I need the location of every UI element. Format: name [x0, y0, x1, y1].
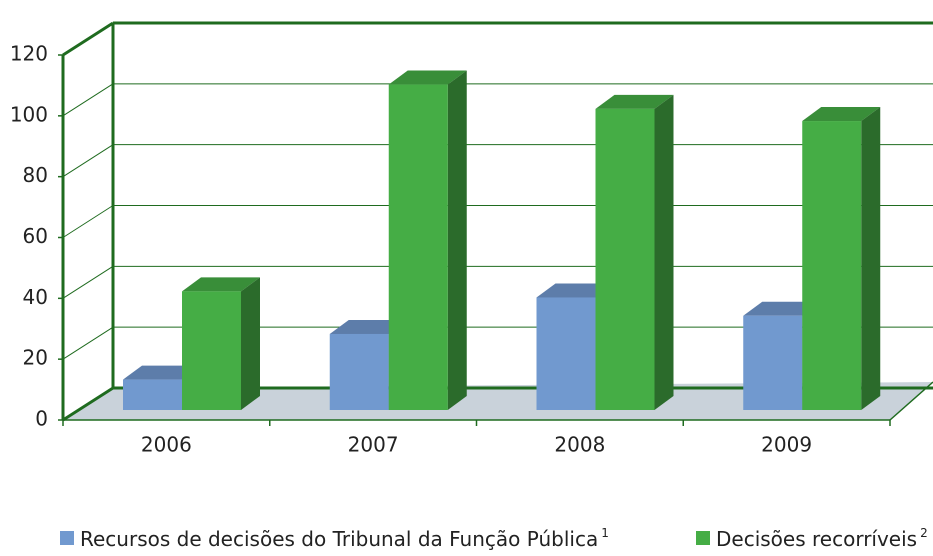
legend-note: 2 — [920, 526, 928, 540]
legend-label: Decisões recorríveis 2 — [716, 526, 928, 551]
legend-text: Decisões recorríveis — [716, 527, 917, 551]
y-tick-label: 60 — [23, 224, 48, 248]
bar-front — [536, 297, 596, 410]
grid-line — [62, 83, 114, 117]
bar-front — [123, 379, 182, 410]
legend-label: Recursos de decisões do Tribunal da Funç… — [80, 526, 609, 551]
bar-side — [861, 107, 881, 411]
legend-swatch — [60, 531, 74, 545]
grid-line — [62, 144, 114, 178]
x-tick-label: 2007 — [348, 433, 399, 457]
bar-side — [447, 70, 467, 411]
y-tick-label: 120 — [10, 42, 48, 66]
bar-front — [743, 315, 803, 410]
bar-top — [595, 94, 674, 109]
bar — [802, 107, 881, 411]
bar-front — [329, 333, 389, 410]
legend-note: 1 — [601, 526, 609, 540]
grid-line — [62, 265, 114, 299]
bar-front — [388, 84, 448, 411]
x-tick-label: 2008 — [554, 433, 605, 457]
bar — [182, 277, 260, 410]
floor — [63, 382, 933, 420]
bar — [388, 70, 467, 411]
y-tick-label: 80 — [23, 163, 48, 187]
left-wall-edge — [62, 386, 114, 422]
legend-swatch — [696, 531, 710, 545]
bar-side — [654, 94, 674, 410]
grid-line — [62, 205, 114, 238]
bar — [595, 94, 674, 410]
y-tick-label: 40 — [23, 285, 48, 309]
bar-top — [802, 107, 881, 122]
legend-text: Recursos de decisões do Tribunal da Funç… — [80, 527, 598, 551]
x-tick-label: 2006 — [141, 433, 192, 457]
bar-top — [743, 301, 822, 316]
bar-top — [388, 70, 467, 85]
bar-front — [182, 291, 241, 410]
bar-top — [182, 277, 260, 292]
y-tick-label: 100 — [10, 102, 48, 126]
bar-top — [329, 319, 408, 334]
y-tick-label: 0 — [35, 407, 48, 431]
bar-front — [595, 108, 655, 410]
grid-line — [62, 326, 114, 360]
x-tick-label: 2009 — [761, 433, 812, 457]
bar-top — [123, 365, 201, 380]
bar-front — [802, 121, 862, 411]
grid-line — [62, 21, 114, 57]
bar-side — [241, 277, 260, 410]
y-tick-label: 20 — [23, 346, 48, 370]
bar-top — [536, 283, 615, 298]
